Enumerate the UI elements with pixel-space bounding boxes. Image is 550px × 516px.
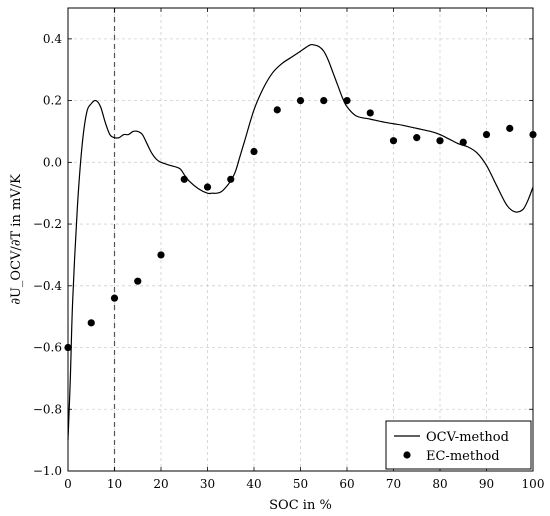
y-tick-label: −0.2 bbox=[33, 217, 62, 231]
ec-method-point bbox=[203, 183, 212, 191]
series-layer bbox=[64, 43, 537, 441]
y-axis-label: ∂U_OCV/∂T in mV/K bbox=[9, 174, 24, 305]
ec-method-point bbox=[482, 130, 491, 139]
legend-swatch-ec-method bbox=[403, 451, 411, 459]
legend-box bbox=[385, 420, 532, 470]
ec-method-point bbox=[87, 319, 95, 327]
x-tick-label: 60 bbox=[339, 477, 354, 491]
y-tick-label: 0.0 bbox=[43, 155, 62, 169]
y-tick-label: −0.8 bbox=[33, 402, 62, 416]
x-tick-label: 80 bbox=[432, 477, 447, 491]
y-tick-labels: −1.0 −0.8 −0.6 −0.4 −0.2 0.0 0.2 0.4 bbox=[33, 32, 63, 478]
x-tick-labels: 0 10 20 30 40 50 60 70 80 90 100 bbox=[64, 477, 544, 491]
x-tick-label: 40 bbox=[246, 477, 261, 491]
ec-method-point bbox=[134, 277, 142, 285]
ec-method-point bbox=[506, 124, 514, 132]
ec-method-point bbox=[366, 109, 374, 117]
y-tick-label: −0.6 bbox=[33, 341, 62, 355]
y-tick-label: −0.4 bbox=[33, 279, 63, 293]
x-tick-label: 20 bbox=[153, 477, 168, 491]
ec-method-point bbox=[296, 97, 305, 105]
x-tick-label: 90 bbox=[479, 477, 494, 491]
series-line-ocv-method bbox=[67, 43, 534, 441]
ec-method-point bbox=[110, 294, 119, 302]
grid bbox=[68, 8, 533, 471]
y-tick-label: 0.2 bbox=[43, 94, 62, 108]
ec-method-point bbox=[180, 175, 188, 183]
ec-method-point bbox=[227, 175, 235, 183]
legend-entry-ec-method: EC-method bbox=[426, 449, 500, 464]
ec-method-point bbox=[389, 137, 398, 145]
ticks bbox=[67, 8, 534, 472]
ec-method-point bbox=[343, 97, 351, 105]
y-tick-label: −1.0 bbox=[33, 464, 62, 478]
ec-method-point bbox=[273, 106, 281, 114]
ec-method-point bbox=[436, 137, 444, 145]
plot-frame bbox=[67, 7, 534, 472]
ec-method-point bbox=[250, 147, 258, 156]
x-tick-label: 0 bbox=[64, 477, 72, 491]
legend-entry-ocv-method: OCV-method bbox=[426, 430, 509, 445]
ec-method-point bbox=[413, 134, 421, 142]
legend: OCV-method EC-method bbox=[385, 420, 532, 470]
x-tick-label: 70 bbox=[386, 477, 401, 491]
x-tick-label: 10 bbox=[107, 477, 122, 491]
x-axis-label: SOC in % bbox=[269, 498, 332, 513]
x-tick-label: 100 bbox=[522, 477, 545, 491]
ec-method-point bbox=[157, 251, 165, 259]
x-tick-label: 30 bbox=[200, 477, 215, 491]
x-tick-label: 50 bbox=[293, 477, 308, 491]
ec-method-point bbox=[320, 97, 328, 105]
ec-method-point bbox=[459, 138, 467, 146]
y-tick-label: 0.4 bbox=[43, 32, 62, 46]
